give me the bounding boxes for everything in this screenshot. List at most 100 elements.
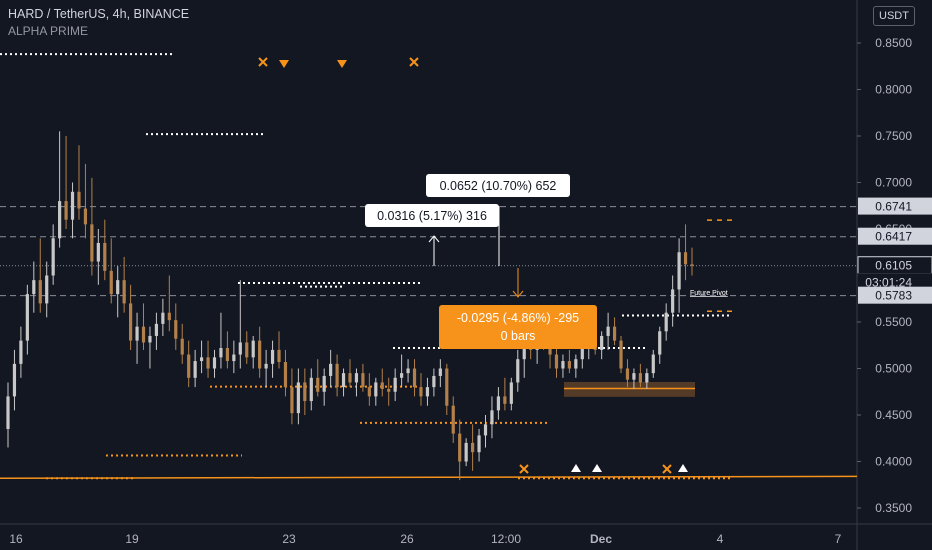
candle-body	[425, 387, 430, 397]
candle-body	[380, 382, 384, 389]
candle	[374, 377, 378, 406]
candle-body	[387, 388, 391, 392]
candle-body	[225, 348, 229, 362]
candle-body	[19, 340, 23, 364]
candle	[503, 377, 507, 411]
sell-triangle-marker	[337, 60, 347, 68]
candle	[129, 284, 133, 350]
candle	[64, 136, 68, 229]
candle	[258, 326, 262, 378]
candle	[238, 280, 242, 369]
measure-box-1[interactable]	[426, 174, 570, 197]
price-label: 0.6105	[875, 259, 912, 273]
price-label-bg	[858, 286, 932, 304]
candle-body	[167, 312, 171, 321]
candle	[367, 373, 371, 406]
candle-body	[180, 338, 184, 355]
candle-body	[367, 387, 371, 397]
candle	[341, 368, 346, 397]
candle	[219, 312, 223, 369]
candle	[612, 317, 617, 346]
candle-body	[451, 405, 455, 434]
candle-body	[554, 354, 559, 369]
time-axis[interactable]: 16 19 23 26 12:00 Dec 4 7	[9, 532, 841, 546]
candle-body	[664, 312, 668, 332]
candle-body	[638, 373, 642, 383]
measure-box-3[interactable]	[439, 305, 597, 349]
candle	[690, 247, 694, 276]
candle	[638, 363, 642, 388]
candle	[658, 326, 662, 364]
candle	[619, 335, 623, 374]
candle	[25, 284, 29, 355]
candle	[445, 363, 449, 415]
y-tick-label: 0.7000	[875, 176, 912, 190]
candle-body	[58, 201, 62, 239]
candle-body	[70, 191, 75, 220]
candle	[303, 368, 307, 415]
candle-body	[103, 242, 107, 271]
price-label-bg	[858, 197, 932, 215]
candle	[645, 368, 649, 389]
support-line	[0, 475, 858, 479]
candle-body	[290, 387, 294, 414]
candle	[412, 359, 417, 397]
candle	[212, 349, 217, 378]
symbol-title[interactable]: HARD / TetherUS, 4h, BINANCE	[8, 7, 190, 21]
candle	[38, 238, 42, 313]
candle	[296, 368, 300, 425]
sell-x-marker	[519, 464, 529, 474]
candle-body	[199, 357, 204, 362]
candle	[206, 340, 210, 378]
candle	[251, 335, 255, 369]
candle-body	[574, 359, 578, 369]
candle	[135, 312, 139, 364]
candle-body	[445, 368, 449, 406]
candle-body	[90, 224, 94, 262]
candle-body	[251, 340, 255, 358]
candle-body	[503, 396, 507, 404]
y-tick-label: 0.7500	[875, 129, 912, 143]
candle-body	[329, 363, 333, 376]
candle-body	[303, 382, 307, 402]
candle	[496, 387, 501, 420]
candle-body	[270, 349, 275, 364]
chart-header: HARD / TetherUS, 4h, BINANCE ALPHA PRIME	[8, 6, 189, 40]
candle	[483, 415, 488, 448]
buy-triangle-marker	[678, 464, 688, 472]
candle-body	[671, 289, 675, 313]
price-axis[interactable]: 0.85000.80000.75000.70000.65000.60000.55…	[857, 36, 932, 515]
candle	[380, 368, 384, 397]
candle-body	[6, 396, 10, 429]
candle	[316, 359, 320, 397]
candle	[477, 428, 481, 462]
measure-tools[interactable]: 0.0652 (10.70%) 652 0.0316 (5.17%) 316 -…	[365, 174, 597, 349]
candle	[148, 326, 152, 369]
candle-body	[258, 340, 262, 369]
measure-arrowhead-3	[512, 290, 524, 298]
candle	[193, 349, 197, 388]
candle-body	[412, 368, 417, 388]
x-tick-label: 7	[835, 532, 842, 546]
measure-box-2[interactable]	[365, 204, 499, 227]
candle	[277, 331, 281, 369]
candle	[419, 373, 423, 406]
candle-body	[264, 363, 268, 369]
candle-body	[232, 354, 236, 362]
candle-body	[135, 326, 139, 341]
candle-body	[309, 377, 313, 402]
candle	[335, 354, 339, 397]
candle	[354, 368, 359, 397]
candle	[109, 238, 113, 304]
candle-body	[122, 280, 126, 304]
candle-body	[483, 424, 488, 436]
candle-body	[619, 340, 623, 369]
level-lines	[0, 53, 858, 480]
currency-button[interactable]: USDT	[873, 6, 915, 26]
candle-body	[64, 201, 68, 220]
indicator-name[interactable]: ALPHA PRIME	[8, 24, 89, 38]
candle	[438, 359, 442, 388]
candle	[116, 266, 120, 318]
